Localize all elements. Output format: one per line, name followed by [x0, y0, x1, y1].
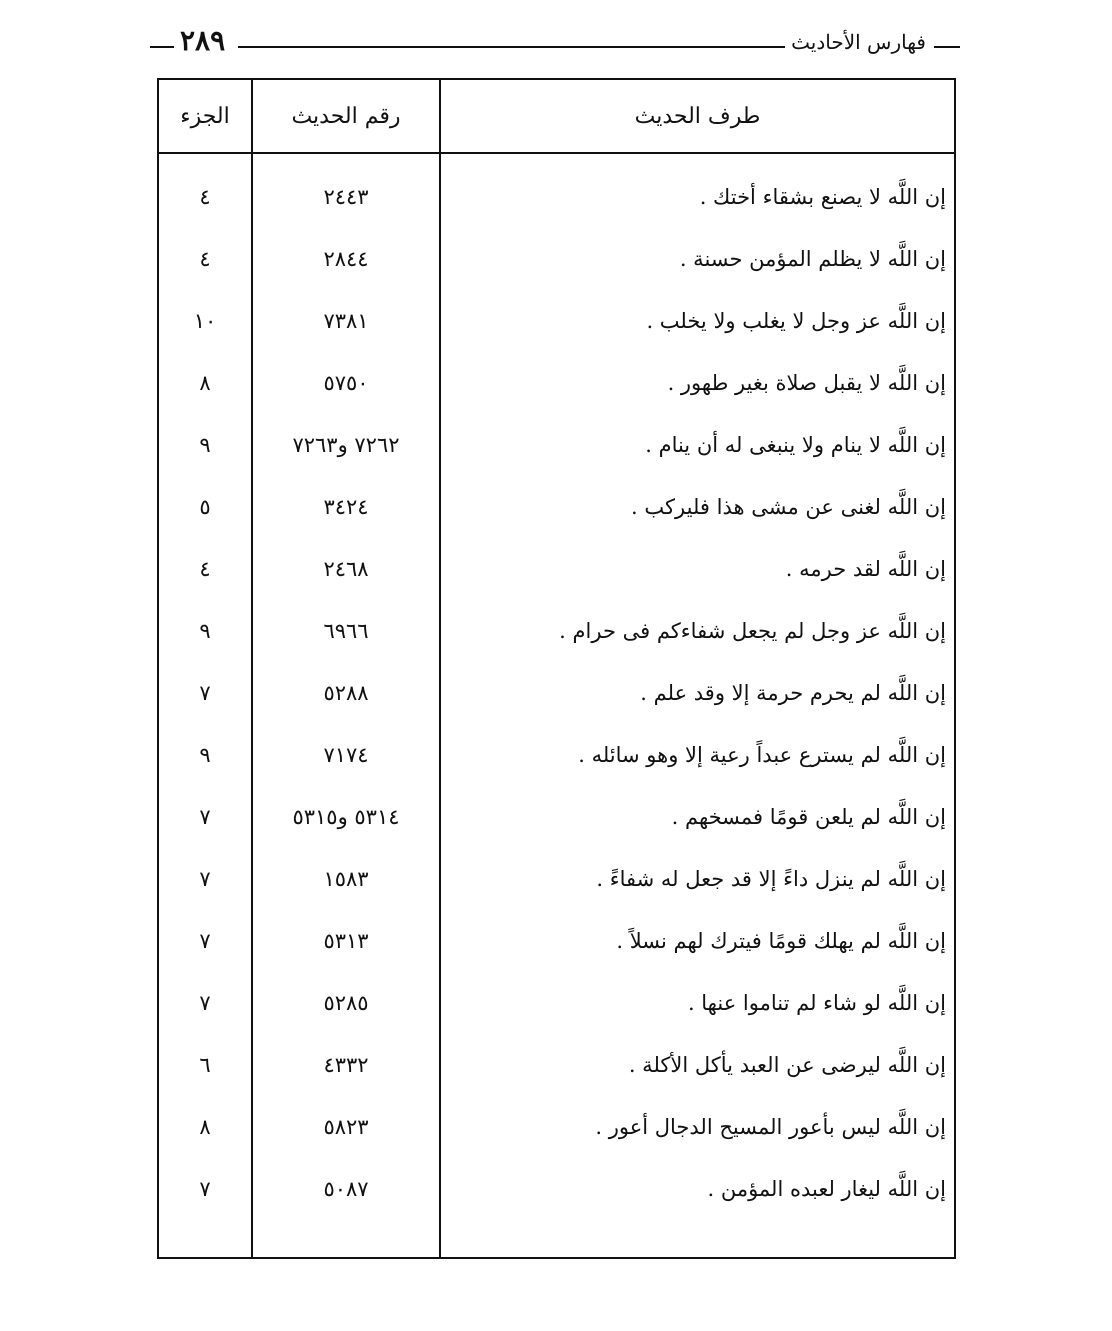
hadith-number: ٥٣١٤ و٥٣١٥ — [251, 786, 441, 848]
table-row: إن اللَّه لم ينزل داءً إلا قد جعل له شفا… — [157, 848, 956, 910]
hadith-text: إن اللَّه لغنى عن مشى هذا فليركب . — [439, 476, 956, 538]
hadith-number: ٥٢٨٥ — [251, 972, 441, 1034]
hadith-number: ٥٠٨٧ — [251, 1158, 441, 1220]
header-rule — [238, 46, 785, 48]
hadith-number: ٧٢٦٢ و٧٢٦٣ — [251, 414, 441, 476]
volume: ٧ — [157, 1158, 253, 1220]
table-row: إن اللَّه لغنى عن مشى هذا فليركب . ٣٤٢٤ ٥ — [157, 476, 956, 538]
volume: ٧ — [157, 910, 253, 972]
hadith-text: إن اللَّه ليس بأعور المسيح الدجال أعور . — [439, 1096, 956, 1158]
hadith-number: ٣٤٢٤ — [251, 476, 441, 538]
table-row: إن اللَّه لم يسترع عبداً رعية إلا وهو سا… — [157, 724, 956, 786]
hadith-text: إن اللَّه لم يهلك قومًا فيترك لهم نسلاً … — [439, 910, 956, 972]
spacer-row — [157, 153, 956, 166]
volume: ٧ — [157, 972, 253, 1034]
hadith-text: إن اللَّه لم يلعن قومًا فمسخهم . — [439, 786, 956, 848]
volume: ٩ — [157, 724, 253, 786]
hadith-number: ٢٨٤٤ — [251, 228, 441, 290]
table-row: إن اللَّه ليرضى عن العبد يأكل الأكلة . ٤٣… — [157, 1034, 956, 1096]
hadith-index-table: طرف الحديث رقم الحديث الجزء إن اللَّه لا… — [157, 78, 956, 1259]
volume: ٩ — [157, 600, 253, 662]
volume: ٦ — [157, 1034, 253, 1096]
volume: ٩ — [157, 414, 253, 476]
volume: ٤ — [157, 228, 253, 290]
column-header-hadith-text: طرف الحديث — [439, 78, 956, 154]
table-row: إن اللَّه لا يظلم المؤمن حسنة . ٢٨٤٤ ٤ — [157, 228, 956, 290]
hadith-text: إن اللَّه لا ينام ولا ينبغى له أن ينام . — [439, 414, 956, 476]
hadith-text: إن اللَّه عز وجل لا يغلب ولا يخلب . — [439, 290, 956, 352]
hadith-text: إن اللَّه لقد حرمه . — [439, 538, 956, 600]
table-row: إن اللَّه لو شاء لم تناموا عنها . ٥٢٨٥ ٧ — [157, 972, 956, 1034]
page-number: ٢٨٩ — [180, 24, 226, 57]
column-header-volume: الجزء — [157, 78, 253, 154]
table-row: إن اللَّه ليغار لعبده المؤمن . ٥٠٨٧ ٧ — [157, 1158, 956, 1220]
hadith-number: ٥٧٥٠ — [251, 352, 441, 414]
table-row: إن اللَّه لا ينام ولا ينبغى له أن ينام .… — [157, 414, 956, 476]
table-row: إن اللَّه لم يهلك قومًا فيترك لهم نسلاً … — [157, 910, 956, 972]
hadith-number: ٧٣٨١ — [251, 290, 441, 352]
hadith-text: إن اللَّه لو شاء لم تناموا عنها . — [439, 972, 956, 1034]
volume: ١٠ — [157, 290, 253, 352]
volume: ٧ — [157, 786, 253, 848]
table-row: إن اللَّه ليس بأعور المسيح الدجال أعور .… — [157, 1096, 956, 1158]
hadith-number: ٥٣١٣ — [251, 910, 441, 972]
hadith-text: إن اللَّه ليرضى عن العبد يأكل الأكلة . — [439, 1034, 956, 1096]
hadith-number: ٤٣٣٢ — [251, 1034, 441, 1096]
hadith-number: ٥٨٢٣ — [251, 1096, 441, 1158]
table-header-row: طرف الحديث رقم الحديث الجزء — [157, 78, 956, 154]
hadith-text: إن اللَّه لا يظلم المؤمن حسنة . — [439, 228, 956, 290]
volume: ٧ — [157, 848, 253, 910]
hadith-text: إن اللَّه لم يسترع عبداً رعية إلا وهو سا… — [439, 724, 956, 786]
hadith-text: إن اللَّه لا يصنع بشقاء أختك . — [439, 166, 956, 228]
table-row: إن اللَّه عز وجل لم يجعل شفاءكم فى حرام … — [157, 600, 956, 662]
running-header: فهارس الأحاديث ٢٨٩ — [150, 24, 960, 62]
table-row: إن اللَّه لم يحرم حرمة إلا وقد علم . ٥٢٨٨… — [157, 662, 956, 724]
volume: ٤ — [157, 538, 253, 600]
hadith-number: ٢٤٤٣ — [251, 166, 441, 228]
header-dash — [934, 46, 960, 48]
table-row: إن اللَّه لا يصنع بشقاء أختك . ٢٤٤٣ ٤ — [157, 166, 956, 228]
volume: ٤ — [157, 166, 253, 228]
volume: ٨ — [157, 1096, 253, 1158]
hadith-number: ٢٤٦٨ — [251, 538, 441, 600]
hadith-text: إن اللَّه ليغار لعبده المؤمن . — [439, 1158, 956, 1220]
hadith-number: ٥٢٨٨ — [251, 662, 441, 724]
table-row: إن اللَّه عز وجل لا يغلب ولا يخلب . ٧٣٨١ ١… — [157, 290, 956, 352]
hadith-number: ٧١٧٤ — [251, 724, 441, 786]
table-row: إن اللَّه لقد حرمه . ٢٤٦٨ ٤ — [157, 538, 956, 600]
hadith-text: إن اللَّه لم يحرم حرمة إلا وقد علم . — [439, 662, 956, 724]
hadith-text: إن اللَّه عز وجل لم يجعل شفاءكم فى حرام … — [439, 600, 956, 662]
column-header-hadith-number: رقم الحديث — [251, 78, 441, 154]
header-title: فهارس الأحاديث — [791, 30, 926, 54]
volume: ٨ — [157, 352, 253, 414]
filler-row — [157, 1220, 956, 1258]
hadith-number: ١٥٨٣ — [251, 848, 441, 910]
hadith-text: إن اللَّه لم ينزل داءً إلا قد جعل له شفا… — [439, 848, 956, 910]
volume: ٥ — [157, 476, 253, 538]
header-dash — [150, 46, 174, 48]
table-row: إن اللَّه لم يلعن قومًا فمسخهم . ٥٣١٤ و٥٣… — [157, 786, 956, 848]
hadith-number: ٦٩٦٦ — [251, 600, 441, 662]
table-row: إن اللَّه لا يقبل صلاة بغير طهور . ٥٧٥٠ ٨ — [157, 352, 956, 414]
hadith-text: إن اللَّه لا يقبل صلاة بغير طهور . — [439, 352, 956, 414]
volume: ٧ — [157, 662, 253, 724]
